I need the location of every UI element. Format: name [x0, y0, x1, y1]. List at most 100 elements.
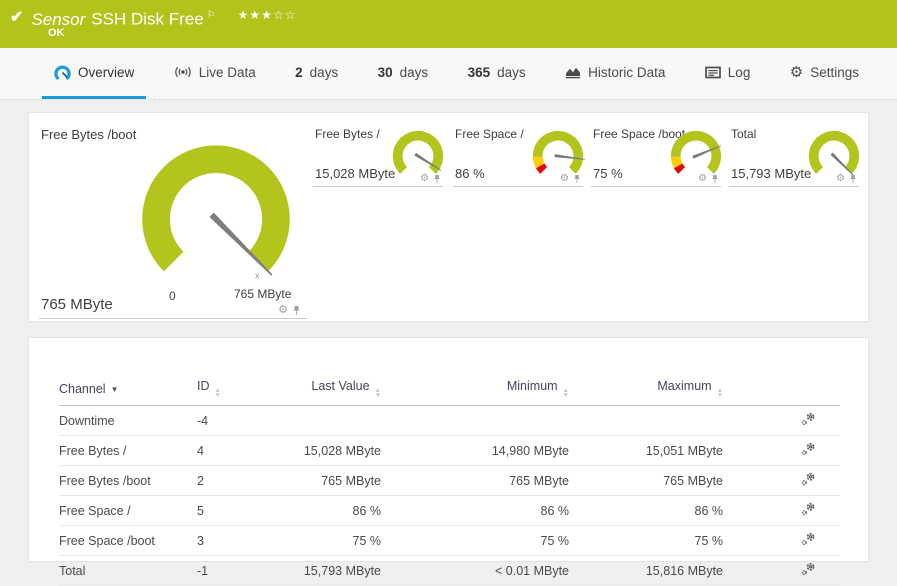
gauge-pin-icon[interactable] — [573, 174, 581, 184]
tab-365-days[interactable]: 365 days — [456, 48, 538, 99]
status-badge: OK — [48, 27, 65, 39]
cell-minimum: 75 % — [381, 525, 569, 556]
gauge-block-free-space-boot[interactable]: Free Space /boot 75 % ⚙ — [591, 125, 722, 187]
sensor-type-label: Sensor — [31, 9, 86, 29]
tab-live-data-label: Live Data — [198, 64, 256, 80]
gauge-value: 15,028 MByte — [315, 166, 396, 181]
gauge-value: 15,793 MByte — [731, 166, 812, 181]
table-row-free-bytes-root[interactable]: Free Bytes / 4 15,028 MByte 14,980 MByte… — [59, 435, 840, 466]
stars-empty[interactable]: ☆☆ — [272, 8, 297, 22]
gauge-title: Free Bytes / — [315, 127, 380, 141]
gauge-title: Free Space /boot — [593, 127, 686, 141]
column-header-channel[interactable]: Channel ▼ — [59, 374, 197, 406]
tab-settings[interactable]: ⚙ Settings — [778, 48, 871, 99]
cell-minimum: 86 % — [381, 495, 569, 526]
cell-channel: Free Space /boot — [59, 525, 197, 556]
small-gauge — [670, 130, 722, 174]
cell-maximum: 15,816 MByte — [569, 555, 723, 586]
tab-365-days-number: 365 — [467, 64, 491, 80]
tab-log-label: Log — [727, 64, 751, 80]
channel-settings-icon[interactable] — [801, 412, 816, 429]
tab-overview-label: Overview — [78, 64, 135, 80]
primary-gauge-block[interactable]: Free Bytes /boot x 0 765 MByte 765 MByte… — [39, 121, 307, 319]
primary-gauge-scale-max: 765 MByte — [234, 287, 292, 301]
cell-last-value: 86 % — [295, 495, 381, 526]
channel-settings-icon[interactable] — [801, 562, 816, 579]
primary-gauge-title: Free Bytes /boot — [41, 127, 137, 142]
cell-minimum: 765 MByte — [381, 465, 569, 496]
cell-last-value: 75 % — [295, 525, 381, 556]
cell-maximum: 75 % — [569, 525, 723, 556]
table-header-row: Channel ▼ ID ▲ ▼ Last Value ▲ ▼ Minimum ▲ ▼ Max… — [59, 374, 840, 406]
channel-table: Channel ▼ ID ▲ ▼ Last Value ▲ ▼ Minimum ▲ ▼ Max… — [59, 374, 840, 586]
gauges-panel: Free Bytes /boot x 0 765 MByte 765 MByte… — [28, 112, 869, 322]
primary-gauge: x — [142, 145, 290, 281]
cell-channel: Free Space / — [59, 495, 197, 526]
channel-settings-icon[interactable] — [801, 472, 816, 489]
cell-minimum: < 0.01 MByte — [381, 555, 569, 586]
tab-overview[interactable]: Overview — [42, 48, 147, 99]
gauge-block-total[interactable]: Total 15,793 MByte ⚙ — [729, 125, 860, 187]
sort-icon: ▲ ▼ — [716, 387, 723, 399]
tab-2-days[interactable]: 2 days — [283, 48, 350, 99]
cell-id: -4 — [197, 405, 295, 436]
cell-channel: Free Bytes /boot — [59, 465, 197, 496]
cell-maximum: 765 MByte — [569, 465, 723, 496]
cell-last-value — [295, 405, 381, 436]
tab-2-days-label: days — [309, 64, 339, 80]
column-header-settings — [723, 374, 840, 406]
flag-icon[interactable]: ⚐ — [206, 10, 216, 21]
cell-id: -1 — [197, 555, 295, 586]
ok-check-icon: ✔ — [10, 9, 24, 26]
tab-live-data[interactable]: Live Data — [162, 48, 268, 99]
chart-icon — [566, 67, 581, 79]
sensor-name: SSH Disk Free — [91, 9, 204, 29]
gauge-icon — [54, 65, 71, 80]
tab-30-days[interactable]: 30 days — [366, 48, 441, 99]
column-header-minimum[interactable]: Minimum ▲ ▼ — [381, 374, 569, 406]
gauge-pin-icon[interactable] — [292, 305, 301, 316]
table-row-free-space-boot[interactable]: Free Space /boot 3 75 % 75 % 75 % — [59, 525, 840, 556]
gauge-title: Total — [731, 127, 757, 141]
gauge-pin-icon[interactable] — [711, 174, 719, 184]
cell-id: 2 — [197, 465, 295, 496]
stars-filled[interactable]: ★★★ — [237, 8, 273, 22]
gear-icon: ⚙ — [789, 63, 804, 81]
gauge-gear-icon[interactable]: ⚙ — [698, 173, 707, 184]
table-row-total[interactable]: Total -1 15,793 MByte < 0.01 MByte 15,81… — [59, 555, 840, 586]
channel-settings-icon[interactable] — [801, 532, 816, 549]
column-header-maximum[interactable]: Maximum ▲ ▼ — [569, 374, 723, 406]
sort-icon: ▲ ▼ — [214, 387, 221, 399]
channels-panel: Channel ▼ ID ▲ ▼ Last Value ▲ ▼ Minimum ▲ ▼ Max… — [28, 337, 869, 586]
primary-gauge-value: 765 MByte — [41, 296, 113, 313]
channel-settings-icon[interactable] — [801, 502, 816, 519]
gauge-tip-marker: x — [255, 271, 260, 281]
gauge-pin-icon[interactable] — [849, 174, 857, 184]
priority-stars[interactable]: ★★★☆☆ — [238, 8, 297, 22]
column-header-last-value[interactable]: Last Value ▲ ▼ — [295, 374, 381, 406]
gauge-gear-icon[interactable]: ⚙ — [560, 173, 569, 184]
log-icon — [704, 66, 721, 78]
gauge-title: Free Space / — [455, 127, 524, 141]
gauge-gear-icon[interactable]: ⚙ — [278, 304, 288, 316]
cell-channel: Total — [59, 555, 197, 586]
cell-maximum: 15,051 MByte — [569, 435, 723, 466]
cell-last-value: 765 MByte — [295, 465, 381, 496]
cell-id: 4 — [197, 435, 295, 466]
small-gauge — [532, 130, 585, 174]
tab-log[interactable]: Log — [693, 48, 763, 99]
sort-desc-icon: ▼ — [110, 384, 119, 394]
gauge-block-free-bytes-root[interactable]: Free Bytes / 15,028 MByte ⚙ — [313, 125, 444, 187]
gauge-block-free-space-root[interactable]: Free Space / 86 % ⚙ — [453, 125, 585, 187]
column-header-id[interactable]: ID ▲ ▼ — [197, 374, 295, 406]
tab-30-days-number: 30 — [377, 64, 393, 80]
cell-id: 3 — [197, 525, 295, 556]
table-row-free-bytes-boot[interactable]: Free Bytes /boot 2 765 MByte 765 MByte 7… — [59, 465, 840, 496]
channel-settings-icon[interactable] — [801, 442, 816, 459]
gauge-gear-icon[interactable]: ⚙ — [420, 173, 429, 184]
table-row-downtime[interactable]: Downtime -4 — [59, 405, 840, 436]
tab-historic-data[interactable]: Historic Data — [553, 48, 677, 99]
table-row-free-space-root[interactable]: Free Space / 5 86 % 86 % 86 % — [59, 495, 840, 526]
gauge-gear-icon[interactable]: ⚙ — [836, 173, 845, 184]
gauge-pin-icon[interactable] — [433, 174, 441, 184]
